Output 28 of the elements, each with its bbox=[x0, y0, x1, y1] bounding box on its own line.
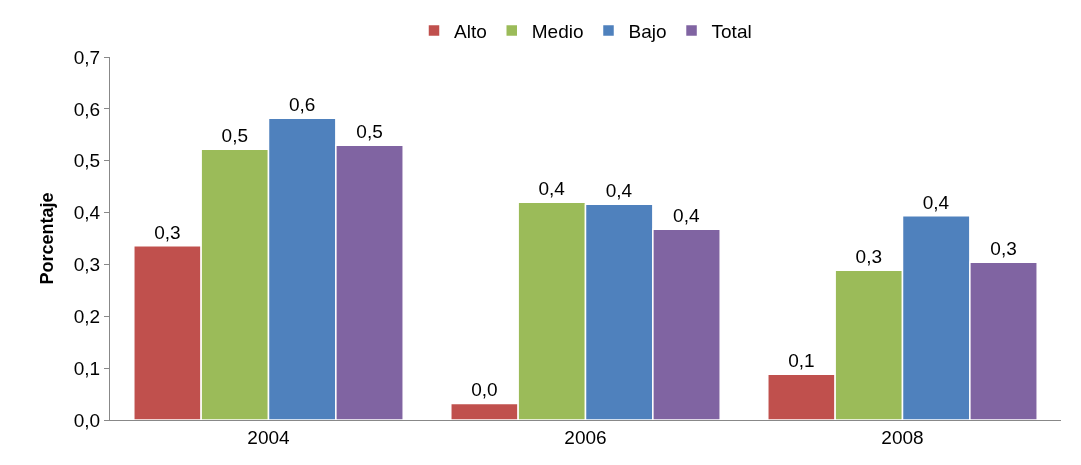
legend-label: Alto bbox=[454, 21, 487, 42]
y-tick-label: 0,5 bbox=[73, 150, 101, 172]
data-label: 0,6 bbox=[288, 94, 316, 116]
data-label: 0,3 bbox=[154, 221, 181, 243]
data-label: 0,3 bbox=[855, 246, 883, 268]
x-tick-label: 2006 bbox=[564, 426, 607, 448]
y-tick-label: 0,2 bbox=[73, 305, 101, 327]
data-label: 0,5 bbox=[221, 125, 249, 147]
data-label: 0,3 bbox=[990, 238, 1017, 260]
data-label: 0,4 bbox=[673, 205, 700, 227]
legend-label: Total bbox=[711, 21, 752, 42]
y-tick-label: 0,6 bbox=[73, 98, 101, 120]
data-label: 0,0 bbox=[471, 379, 498, 401]
data-label: 0,5 bbox=[356, 121, 383, 143]
y-tick-label: 0,4 bbox=[73, 202, 101, 224]
data-label: 0,4 bbox=[922, 191, 950, 213]
x-tick-label: 2004 bbox=[247, 426, 291, 448]
data-label: 0,4 bbox=[605, 180, 633, 202]
y-axis-title: Porcentaje bbox=[36, 192, 57, 285]
data-label: 0,4 bbox=[538, 178, 566, 200]
data-label: 0,1 bbox=[788, 350, 815, 372]
y-tick-label: 0,1 bbox=[73, 357, 101, 379]
y-tick-label: 0,7 bbox=[73, 46, 101, 68]
legend-label: Bajo bbox=[628, 21, 667, 42]
legend-label: Medio bbox=[531, 21, 584, 42]
y-tick-label: 0,0 bbox=[73, 409, 101, 431]
x-tick-label: 2008 bbox=[881, 426, 924, 448]
y-tick-label: 0,3 bbox=[73, 254, 101, 276]
